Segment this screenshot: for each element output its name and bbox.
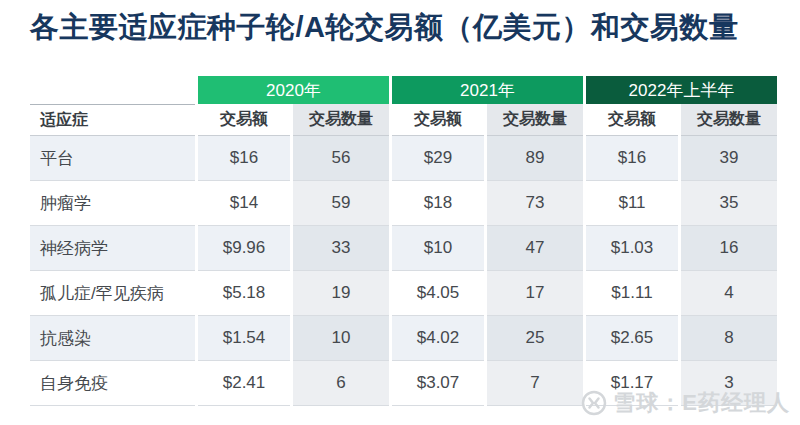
count-cell-2021: 17	[487, 271, 583, 316]
table-row-anti-infective: 抗感染 $1.54 10 $4.02 25 $2.65 8	[30, 316, 777, 361]
page: 各主要适应症种子轮/A轮交易额（亿美元）和交易数量 2020年 2021年 20…	[0, 0, 800, 425]
count-cell-2021: 89	[487, 136, 583, 181]
amount-cell-2022: $1.11	[586, 271, 678, 316]
count-cell-2020: 33	[293, 226, 389, 271]
amount-header-2022: 交易额	[586, 104, 678, 136]
year-header-spacer	[30, 76, 195, 104]
amount-header-2020: 交易额	[198, 104, 290, 136]
table-row-platform: 平台 $16 56 $29 89 $16 39	[30, 136, 777, 181]
amount-cell-2021: $4.02	[392, 316, 484, 361]
count-header-2022: 交易数量	[681, 104, 777, 136]
watermark: 雪球：E药经理人	[581, 388, 790, 418]
indication-column-header: 适应症	[30, 104, 195, 136]
indication-cell: 自身免疫	[30, 361, 195, 406]
indication-cell: 抗感染	[30, 316, 195, 361]
count-cell-2022: 39	[681, 136, 777, 181]
year-header-row: 2020年 2021年 2022年上半年	[30, 76, 777, 104]
table-row-neurology: 神经病学 $9.96 33 $10 47 $1.03 16	[30, 226, 777, 271]
indication-cell: 平台	[30, 136, 195, 181]
count-cell-2022: 16	[681, 226, 777, 271]
year-header-2021: 2021年	[392, 76, 583, 104]
amount-cell-2022: $2.65	[586, 316, 678, 361]
amount-cell-2021: $10	[392, 226, 484, 271]
page-title: 各主要适应症种子轮/A轮交易额（亿美元）和交易数量	[30, 8, 739, 48]
table-row-oncology: 肿瘤学 $14 59 $18 73 $11 35	[30, 181, 777, 226]
indication-cell: 神经病学	[30, 226, 195, 271]
xueqiu-logo-icon	[581, 390, 607, 416]
amount-cell-2020: $14	[198, 181, 290, 226]
count-cell-2022: 35	[681, 181, 777, 226]
amount-cell-2021: $4.05	[392, 271, 484, 316]
indication-cell: 肿瘤学	[30, 181, 195, 226]
amount-cell-2022: $16	[586, 136, 678, 181]
year-header-2020: 2020年	[198, 76, 389, 104]
count-header-2021: 交易数量	[487, 104, 583, 136]
count-cell-2020: 6	[293, 361, 389, 406]
count-cell-2020: 56	[293, 136, 389, 181]
count-cell-2020: 19	[293, 271, 389, 316]
amount-cell-2020: $16	[198, 136, 290, 181]
count-cell-2022: 4	[681, 271, 777, 316]
amount-cell-2020: $5.18	[198, 271, 290, 316]
amount-cell-2021: $29	[392, 136, 484, 181]
count-cell-2022: 8	[681, 316, 777, 361]
indication-cell: 孤儿症/罕见疾病	[30, 271, 195, 316]
amount-cell-2021: $18	[392, 181, 484, 226]
amount-cell-2020: $1.54	[198, 316, 290, 361]
amount-cell-2021: $3.07	[392, 361, 484, 406]
count-cell-2021: 25	[487, 316, 583, 361]
count-cell-2021: 73	[487, 181, 583, 226]
amount-cell-2022: $1.03	[586, 226, 678, 271]
count-cell-2021: 47	[487, 226, 583, 271]
amount-cell-2020: $2.41	[198, 361, 290, 406]
amount-cell-2020: $9.96	[198, 226, 290, 271]
year-header-2022-h1: 2022年上半年	[586, 76, 777, 104]
indications-table: 2020年 2021年 2022年上半年 适应症 交易额 交易数量 交易额 交易…	[27, 76, 780, 406]
count-cell-2021: 7	[487, 361, 583, 406]
watermark-text: 雪球：E药经理人	[613, 388, 790, 418]
count-header-2020: 交易数量	[293, 104, 389, 136]
count-cell-2020: 59	[293, 181, 389, 226]
count-cell-2020: 10	[293, 316, 389, 361]
amount-header-2021: 交易额	[392, 104, 484, 136]
table-row-orphan-rare: 孤儿症/罕见疾病 $5.18 19 $4.05 17 $1.11 4	[30, 271, 777, 316]
column-header-row: 适应症 交易额 交易数量 交易额 交易数量 交易额 交易数量	[30, 104, 777, 136]
amount-cell-2022: $11	[586, 181, 678, 226]
